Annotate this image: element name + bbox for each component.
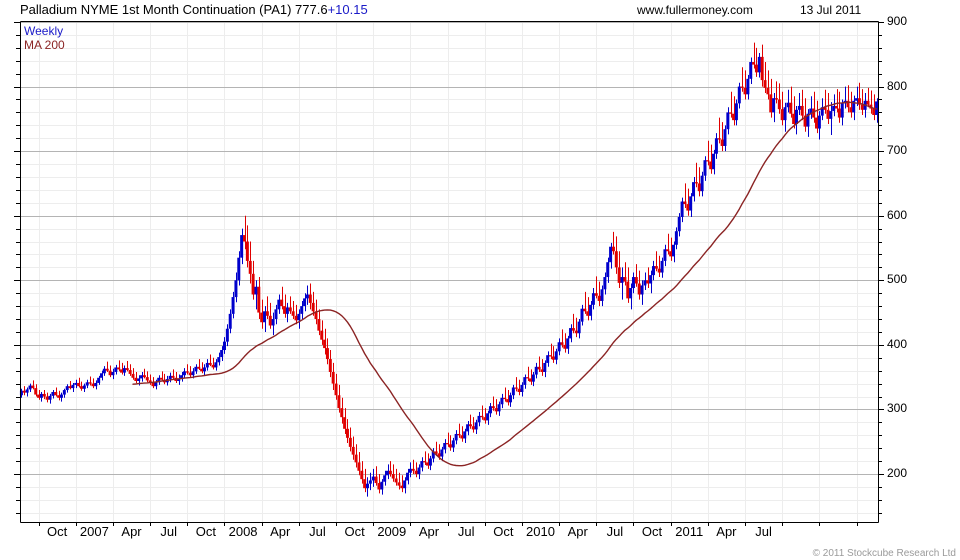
major-gridlines: [20, 22, 878, 475]
y-axis-tick-label: 900: [887, 14, 908, 28]
x-axis-tick-label: Jul: [457, 524, 475, 539]
chart-legend: Weekly MA 200: [24, 24, 65, 52]
chart-date: 13 Jul 2011: [800, 3, 862, 17]
copyright-notice: © 2011 Stockcube Research Ltd: [812, 548, 956, 559]
x-axis-tick-label: 2009: [377, 524, 407, 539]
x-axis-tick-label: Jul: [160, 524, 178, 539]
x-axis-tick-label: Oct: [493, 524, 514, 539]
x-axis-tick-label: Jul: [755, 524, 772, 539]
x-axis-tick-label: Apr: [270, 524, 291, 539]
x-axis-tick-label: Oct: [195, 524, 216, 539]
x-axis-tick-label: 2011: [675, 524, 704, 539]
legend-item-ma200: MA 200: [24, 38, 65, 52]
axis-ticks: [14, 22, 884, 526]
y-axis-tick-label: 200: [887, 466, 908, 480]
x-axis-tick-label: Apr: [567, 524, 588, 539]
chart-title: Palladium NYME 1st Month Continuation (P…: [20, 2, 368, 17]
plot-frame: [20, 21, 879, 523]
x-axis-tick-label: Apr: [121, 524, 142, 539]
y-axis-tick-label: 400: [887, 336, 908, 351]
x-axis-tick-label: Apr: [418, 524, 440, 539]
y-axis-tick-label: 700: [887, 143, 908, 158]
y-axis-tick-label: 800: [887, 78, 908, 93]
legend-item-weekly: Weekly: [24, 24, 64, 38]
x-axis-tick-label: Apr: [716, 524, 737, 539]
price-change: +10.15: [327, 2, 368, 17]
x-axis-tick-label: Jul: [606, 524, 624, 539]
vertical-gridlines: [39, 22, 858, 522]
x-axis-tick-label: Oct: [641, 524, 663, 539]
y-axis-tick-label: 600: [887, 207, 908, 222]
ma200-line: [132, 101, 878, 467]
website-label: www.fullermoney.com: [637, 3, 753, 17]
x-axis-tick-label: Oct: [47, 524, 68, 539]
x-axis-tick-label: Jul: [309, 524, 326, 539]
x-axis-tick-label: 2010: [526, 524, 555, 539]
candlestick-series: [19, 42, 879, 497]
chart-title-text: Palladium NYME 1st Month Continuation (P…: [20, 2, 328, 17]
x-axis-tick-label: Oct: [344, 524, 365, 539]
y-axis-tick-label: 500: [887, 272, 908, 287]
y-axis-tick-label: 300: [887, 401, 908, 416]
x-axis-tick-label: 2008: [228, 524, 258, 539]
x-axis-tick-label: 2007: [79, 524, 109, 539]
